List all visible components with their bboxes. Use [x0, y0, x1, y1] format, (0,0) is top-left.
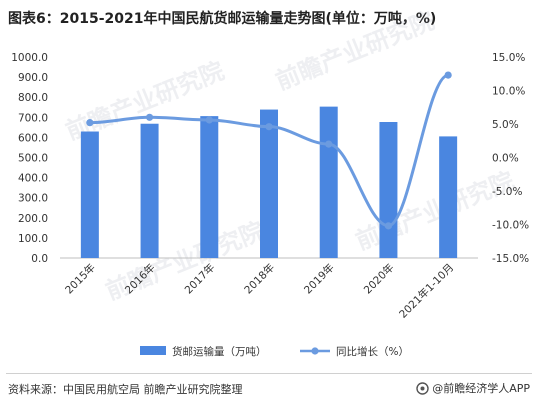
legend-label-line: 同比增长（%）: [336, 345, 409, 358]
y-right-tick-label: -10.0%: [492, 220, 529, 232]
watermark-text-1: 前瞻产业研究院: [272, 7, 438, 96]
line-series: [86, 71, 452, 230]
bar-3: [260, 109, 278, 259]
brand: @前瞻经济学人APP: [416, 380, 530, 396]
line-point-3: [265, 123, 273, 131]
bar-1: [140, 123, 159, 259]
y-left-tick-label: 300.0: [18, 193, 48, 205]
y-right-tick-label: 15.0%: [492, 52, 525, 64]
line-point-1: [145, 113, 154, 121]
source-text: 资料来源：中国民用航空局 前瞻产业研究院整理: [8, 383, 243, 396]
footer: 资料来源：中国民用航空局 前瞻产业研究院整理 @前瞻经济学人APP: [0, 373, 538, 408]
y-left-tick-label: 400.0: [18, 173, 48, 185]
y-left-tick-label: 900.0: [18, 72, 48, 84]
footer-divider: [6, 373, 532, 374]
x-tick-label: 2021年1-10月: [396, 261, 456, 321]
line-point-0: [86, 119, 94, 127]
y-left-tick-label: 0.0: [31, 253, 48, 265]
line-point-2: [205, 116, 213, 124]
bar-6: [439, 136, 458, 258]
growth-line: [88, 73, 450, 228]
legend-swatch-bar: [140, 346, 166, 355]
bar-2: [200, 116, 219, 258]
y-right-tick-label: -5.0%: [492, 186, 522, 198]
x-tick-label: 2019年: [301, 261, 337, 297]
legend-label-bar: 货邮运输量（万吨）: [172, 345, 267, 358]
brand-logo-icon: [416, 381, 429, 395]
y-left-tick-label: 700.0: [18, 112, 48, 124]
legend-swatch-marker: [311, 347, 319, 355]
y-right-tick-label: -15.0%: [492, 253, 529, 265]
y-left-tick-label: 500.0: [18, 153, 48, 165]
y-right-tick-label: 10.0%: [492, 86, 525, 98]
y-left-tick-label: 200.0: [18, 213, 48, 225]
line-point-6: [444, 71, 452, 79]
y-left-tick-label: 800.0: [18, 92, 48, 104]
x-tick-label: 2020年: [361, 261, 397, 297]
x-tick-label: 2015年: [62, 261, 98, 297]
bar-4: [319, 106, 338, 259]
line-point-5: [384, 222, 393, 230]
watermark-text-3: 前瞻产业研究院: [352, 167, 518, 256]
legend: 货邮运输量（万吨） 同比增长（%）: [140, 345, 409, 358]
y-left-tick-label: 100.0: [18, 233, 48, 245]
bar-0: [80, 131, 99, 258]
y-right-tick-label: 5.0%: [492, 119, 519, 131]
chart-title: 图表6：2015-2021年中国民航货邮运输量走势图(单位：万吨，%): [8, 11, 437, 27]
line-point-4: [325, 140, 333, 148]
x-tick-label: 2018年: [242, 261, 278, 297]
y-left-tick-label: 1000.0: [11, 52, 48, 64]
y-right-tick-label: 0.0%: [492, 153, 519, 165]
chart-axes: 0.0 100.0 200.0 300.0 400.0 500.0 600.0 700.0 80…: [11, 52, 529, 265]
brand-text: @前瞻经济学人APP: [432, 382, 530, 395]
y-left-tick-label: 600.0: [18, 132, 48, 144]
bar-5: [379, 122, 398, 258]
